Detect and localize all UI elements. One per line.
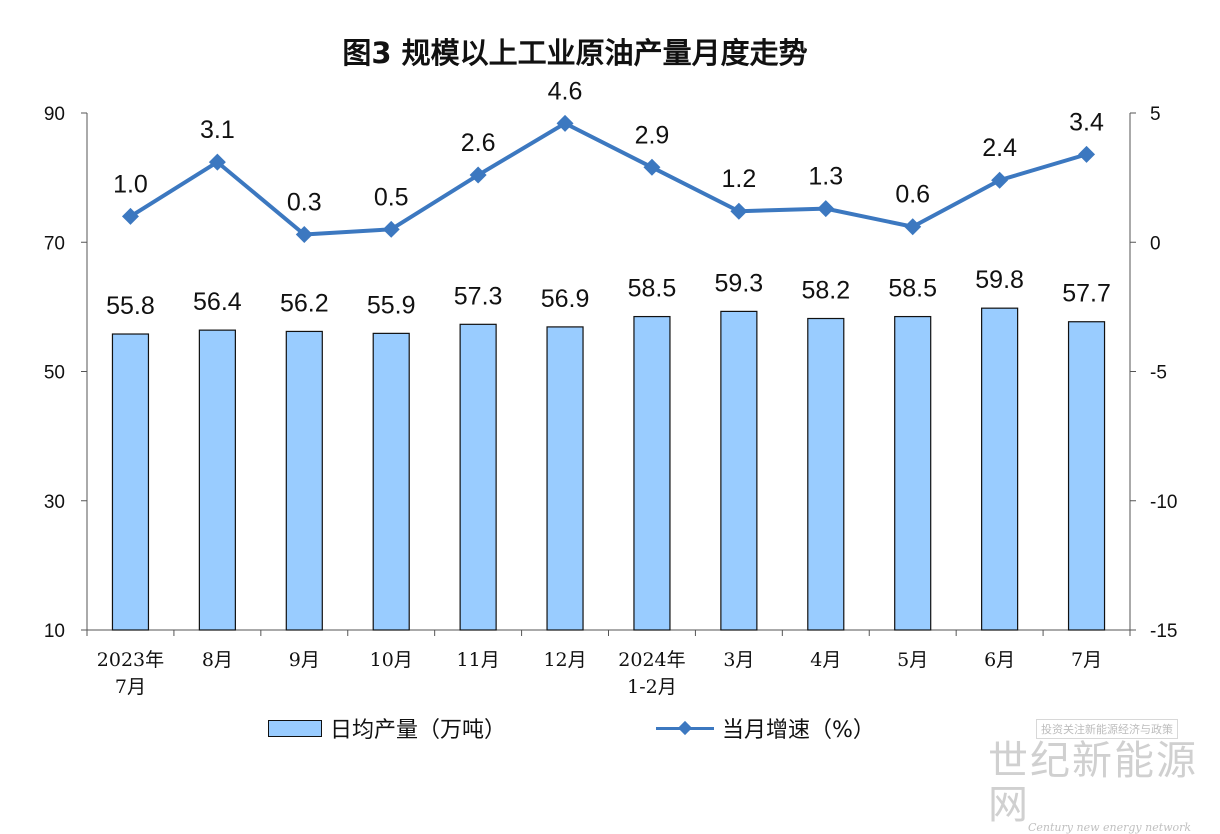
x-tick-label: 9月 [289, 649, 320, 671]
bar-value-label: 55.8 [106, 292, 155, 320]
left-tick-label: 10 [44, 621, 65, 642]
line-point-marker [556, 114, 574, 132]
chart-title: 图3 规模以上工业原油产量月度走势 [342, 36, 808, 70]
combo-chart: 10 30 50 70 90 -15 -10 -5 0 5 2023年 7月 8月 9月 10月 11月 12月… [44, 77, 1178, 698]
legend: 日均产量（万吨） 当月增速（%） [268, 712, 875, 744]
left-tick-label: 50 [44, 363, 65, 384]
line-point-marker [469, 166, 487, 184]
bar [285, 330, 323, 631]
bar [1067, 321, 1106, 631]
line-point-marker [991, 171, 1009, 189]
bar-value-label: 58.2 [801, 277, 850, 305]
watermark-subtitle: Century new energy network [1028, 821, 1192, 834]
x-tick-label: 5月 [897, 649, 928, 671]
legend-item-line: 当月增速（%） [656, 712, 875, 744]
line-value-label: 1.2 [721, 165, 756, 193]
x-tick-label: 2023年 [97, 649, 164, 671]
x-tick-label: 10月 [370, 649, 413, 671]
bar-value-label: 56.4 [193, 288, 242, 316]
legend-line-swatch [656, 718, 715, 738]
bar-value-label: 57.7 [1062, 280, 1111, 308]
right-tick-label: 0 [1150, 233, 1161, 254]
growth-line [129, 121, 1088, 237]
x-tick-label: 8月 [202, 649, 233, 671]
line-point-marker [643, 158, 661, 176]
line-point-marker [730, 202, 748, 220]
bar [111, 333, 150, 631]
bar-value-label: 59.3 [715, 269, 764, 297]
left-tick-label: 70 [44, 233, 65, 254]
line-value-label: 0.5 [374, 183, 409, 211]
bar-value-label: 56.2 [280, 289, 329, 317]
bar-value-label: 59.8 [975, 266, 1024, 294]
x-tick-label: 4月 [810, 649, 841, 671]
line-value-label: 2.6 [461, 129, 496, 157]
bar-value-label: 58.5 [628, 275, 677, 303]
right-tick-label: -5 [1150, 363, 1167, 384]
legend-bar-swatch [268, 719, 322, 737]
line-point-marker [295, 226, 313, 243]
line-point-marker [1078, 145, 1096, 163]
line-value-label: 2.4 [982, 134, 1017, 162]
bar [981, 307, 1019, 631]
bar-value-label: 55.9 [367, 291, 416, 319]
line-point-marker [904, 218, 922, 236]
legend-item-bar: 日均产量（万吨） [268, 712, 506, 744]
line-point-marker [208, 153, 226, 171]
bar [633, 315, 671, 631]
x-tick-label: 6月 [984, 649, 1015, 671]
bar-value-label: 58.5 [888, 275, 937, 303]
bar [198, 329, 236, 631]
x-tick-label: 7月 [1071, 649, 1102, 671]
bar [372, 332, 410, 631]
bar [807, 317, 845, 631]
line-point-marker [817, 200, 835, 218]
bar [546, 326, 584, 631]
x-tick-label: 1-2月 [627, 676, 677, 698]
bar-value-label: 56.9 [541, 285, 590, 313]
right-tick-label: -10 [1150, 492, 1177, 513]
line-point-marker [121, 207, 139, 225]
bar [720, 310, 758, 631]
x-tick-label: 11月 [457, 649, 500, 671]
x-tick-label: 7月 [115, 676, 146, 698]
right-tick-label: 5 [1150, 104, 1161, 125]
line-value-label: 2.9 [635, 121, 670, 149]
line-value-label: 0.6 [895, 181, 930, 209]
left-tick-label: 90 [44, 104, 65, 125]
bar [894, 315, 932, 631]
x-tick-label: 3月 [723, 649, 754, 671]
left-tick-label: 30 [44, 492, 65, 513]
line-point-marker [382, 220, 400, 238]
right-tick-label: -15 [1150, 621, 1177, 642]
line-value-label: 3.4 [1069, 108, 1104, 136]
line-value-label: 1.0 [113, 170, 148, 198]
watermark-tagline: 投资关注新能源经济与政策 [1036, 719, 1178, 739]
watermark-logo-text: 世纪新能源网 [988, 738, 1198, 828]
line-value-label: 4.6 [548, 77, 583, 105]
legend-bar-label: 日均产量（万吨） [330, 718, 507, 743]
x-tick-label: 12月 [543, 649, 586, 671]
bar [459, 323, 497, 631]
line-value-label: 3.1 [200, 116, 235, 144]
line-value-label: 0.3 [287, 188, 322, 216]
watermark: 投资关注新能源经济与政策 世纪新能源网 Century new energy n… [988, 718, 1214, 834]
legend-line-label: 当月增速（%） [722, 718, 875, 743]
bar-value-label: 57.3 [454, 282, 503, 310]
x-tick-label: 2024年 [618, 649, 685, 671]
line-value-label: 1.3 [808, 163, 843, 191]
